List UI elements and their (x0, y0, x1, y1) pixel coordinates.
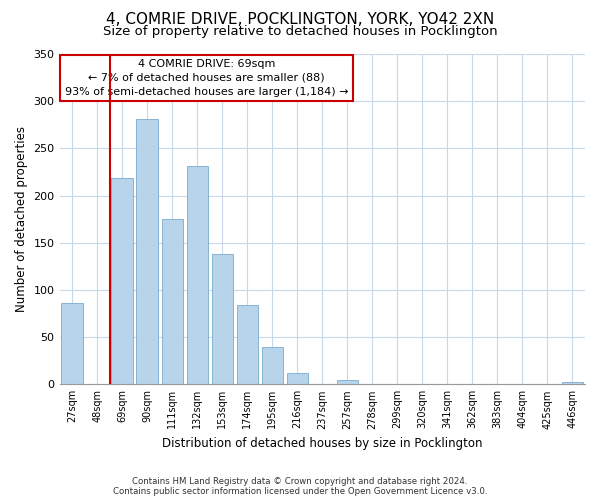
Bar (212, 254, 233, 384)
Text: Contains public sector information licensed under the Open Government Licence v3: Contains public sector information licen… (113, 486, 487, 496)
Text: 4, COMRIE DRIVE, POCKLINGTON, YORK, YO42 2XN: 4, COMRIE DRIVE, POCKLINGTON, YORK, YO42… (106, 12, 494, 28)
Text: Size of property relative to detached houses in Pocklington: Size of property relative to detached ho… (103, 25, 497, 38)
Bar (112, 178, 133, 384)
Text: 4 COMRIE DRIVE: 69sqm
← 7% of detached houses are smaller (88)
93% of semi-detac: 4 COMRIE DRIVE: 69sqm ← 7% of detached h… (65, 59, 349, 97)
Bar (337, 380, 358, 384)
Bar (236, 305, 258, 384)
Bar (161, 219, 183, 384)
Bar (262, 346, 283, 385)
Bar (562, 382, 583, 384)
Bar (287, 373, 308, 384)
Bar (187, 166, 208, 384)
Bar (61, 303, 83, 384)
Bar (136, 119, 158, 384)
Text: Contains HM Land Registry data © Crown copyright and database right 2024.: Contains HM Land Registry data © Crown c… (132, 476, 468, 486)
Y-axis label: Number of detached properties: Number of detached properties (15, 126, 28, 312)
X-axis label: Distribution of detached houses by size in Pocklington: Distribution of detached houses by size … (162, 437, 482, 450)
